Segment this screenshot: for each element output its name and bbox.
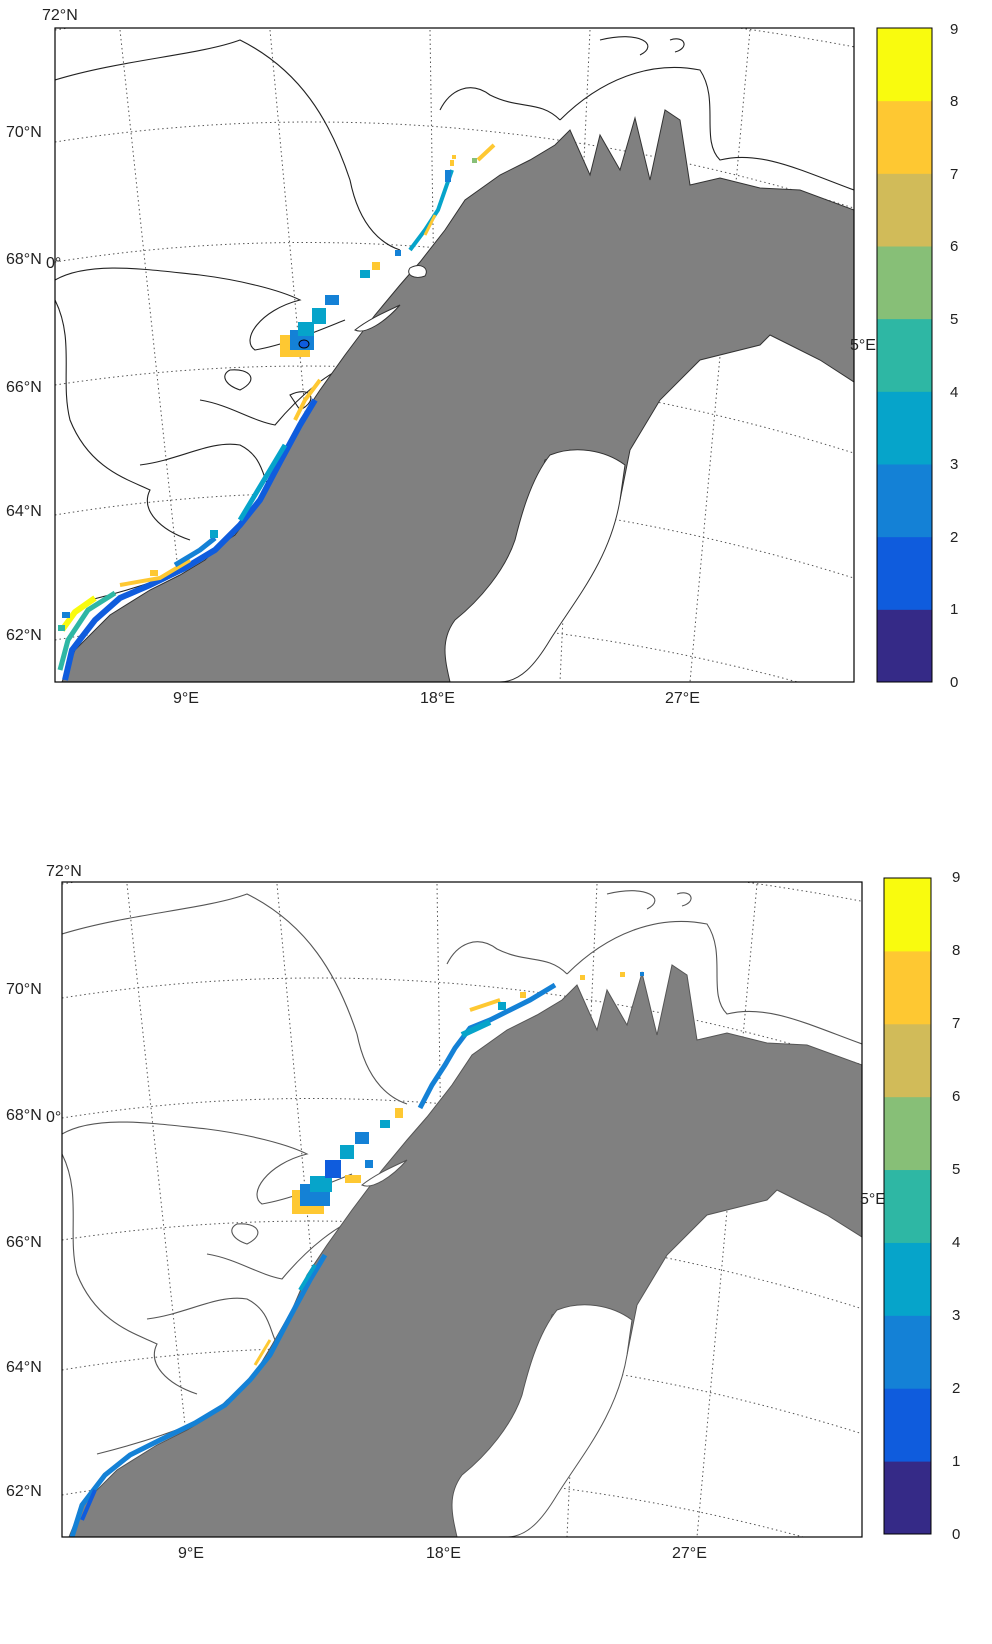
colorbar-tick-0: 0 [950,674,958,691]
colorbar-swatch-0 [877,609,932,683]
lat-label-64: 64°N [6,1359,42,1376]
colorbar-tick-9: 9 [952,869,960,886]
map-frame [54,27,855,683]
lat-label-62: 62°N [6,627,42,644]
colorbar-tick-2: 2 [950,529,958,546]
map-area [55,28,854,682]
map-figure: 72°N 70°N 68°N 66°N 64°N 62°N 0° 5°E 9°E… [6,7,958,707]
colorbar-tick-3: 3 [952,1307,960,1324]
colorbar-swatch-1 [877,536,932,610]
colorbar-swatch-2 [877,464,932,538]
colorbar-swatches [884,878,931,1535]
colorbar-swatch-4 [877,318,932,392]
colorbar-swatch-8 [877,28,932,102]
colorbar-tick-6: 6 [950,238,958,255]
colorbar-swatch-4 [884,1169,931,1243]
colorbar: 0 1 2 3 4 5 6 7 8 9 [883,869,960,1543]
colorbar-tick-9: 9 [950,21,958,38]
lat-label-66: 66°N [6,379,42,396]
colorbar-tick-6: 6 [952,1088,960,1105]
longitude-labels: 9°E 18°E 27°E [173,690,700,707]
lat-label-70: 70°N [6,124,42,141]
colorbar-frame [883,877,932,1535]
lat-label-68: 68°N [6,1107,42,1124]
cell-counts [57,143,496,681]
lat-label-62: 62°N [6,1483,42,1500]
lon-label-18: 18°E [420,690,455,707]
colorbar-tick-5: 5 [952,1161,960,1178]
edge-label-0: 0° [46,255,61,272]
map-frame [61,881,863,1538]
colorbar-tick-8: 8 [950,93,958,110]
map-panel-top: 72°N 70°N 68°N 66°N 64°N 62°N 0° 5°E 9°E… [0,0,992,760]
colorbar-swatch-3 [877,391,932,465]
colorbar-tick-3: 3 [950,456,958,473]
lon-label-27: 27°E [672,1545,707,1562]
lon-label-18: 18°E [426,1545,461,1562]
colorbar-swatch-6 [877,173,932,247]
lat-label-68: 68°N [6,251,42,268]
colorbar-ticks: 0 1 2 3 4 5 6 7 8 9 [950,21,958,691]
map-figure: 72°N 70°N 68°N 66°N 64°N 62°N 0° 5°E 9°E… [6,863,960,1562]
map-area [62,882,862,1537]
lon-label-27: 27°E [665,690,700,707]
colorbar-swatch-3 [884,1242,931,1316]
colorbar-tick-8: 8 [952,942,960,959]
colorbar-swatch-5 [877,246,932,320]
colorbar-tick-0: 0 [952,1526,960,1543]
colorbar-tick-1: 1 [952,1453,960,1470]
colorbar-tick-2: 2 [952,1380,960,1397]
colorbar-swatch-5 [884,1096,931,1171]
lon-label-9: 9°E [178,1545,204,1562]
colorbar-tick-5: 5 [950,311,958,328]
lon-label-9: 9°E [173,690,199,707]
edge-label-0: 0° [46,1109,61,1126]
colorbar-ticks: 0 1 2 3 4 5 6 7 8 9 [952,869,960,1543]
colorbar-swatch-7 [877,100,932,174]
colorbar-swatch-1 [884,1388,931,1462]
lat-label-64: 64°N [6,503,42,520]
colorbar-swatch-6 [884,1023,931,1098]
colorbar-frame [876,27,933,683]
colorbar-tick-7: 7 [952,1015,960,1032]
colorbar-swatch-0 [884,1461,931,1535]
colorbar-tick-1: 1 [950,601,958,618]
longitude-labels: 9°E 18°E 27°E [178,1545,707,1562]
cell-counts [69,972,644,1537]
colorbar-swatches [877,28,932,683]
lat-label-66: 66°N [6,1234,42,1251]
lat-label-72: 72°N [46,863,82,880]
latitude-labels: 72°N 70°N 68°N 66°N 64°N 62°N 0° 5°E [6,863,886,1500]
colorbar-tick-7: 7 [950,166,958,183]
lat-label-70: 70°N [6,981,42,998]
colorbar-swatch-8 [884,878,931,952]
colorbar-swatch-2 [884,1315,931,1389]
latitude-labels: 72°N 70°N 68°N 66°N 64°N 62°N 0° 5°E [6,7,876,644]
colorbar-tick-4: 4 [952,1234,960,1251]
lat-label-72: 72°N [42,7,78,24]
colorbar-swatch-7 [884,950,931,1025]
map-panel-bottom: 72°N 70°N 68°N 66°N 64°N 62°N 0° 5°E 9°E… [0,860,992,1620]
edge-label-5e: 5°E [850,337,876,354]
edge-label-5e: 5°E [860,1191,886,1208]
colorbar: 0 1 2 3 4 5 6 7 8 9 [876,21,958,691]
colorbar-tick-4: 4 [950,384,958,401]
